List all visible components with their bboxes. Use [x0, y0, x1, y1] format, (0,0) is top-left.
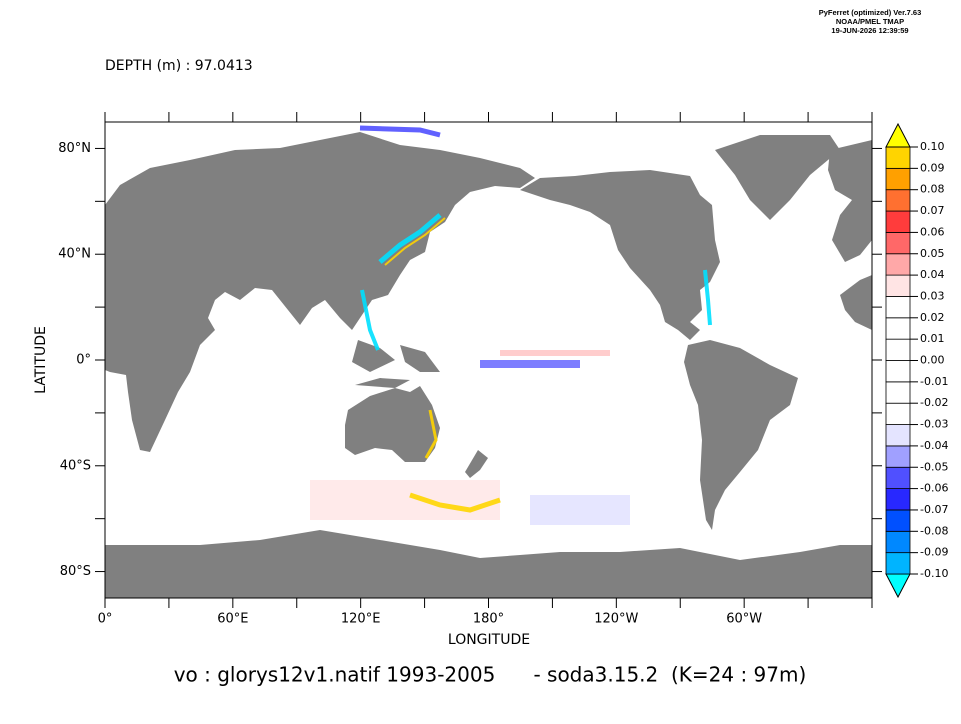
- equatorial-band: [500, 350, 610, 356]
- colorbar-label: 0.04: [920, 268, 945, 281]
- colorbar-label: 0.07: [920, 204, 945, 217]
- greenland: [715, 135, 840, 220]
- colorbar-label: 0.09: [920, 161, 945, 174]
- x-tick-label: 120°E: [341, 612, 381, 627]
- southern-band: [409, 492, 501, 513]
- africa-east: [840, 275, 872, 330]
- colorbar-label: 0.03: [920, 289, 945, 302]
- colorbar-box: [885, 210, 911, 233]
- colorbar-box: [885, 317, 911, 340]
- arctic-band: [359, 125, 441, 138]
- australia: [345, 386, 440, 462]
- eurasia-africa: [105, 132, 535, 452]
- colorbar-box: [885, 296, 911, 319]
- colorbar-label: 0.06: [920, 225, 945, 238]
- colorbar-box: [885, 253, 911, 276]
- current-band: [424, 409, 438, 459]
- southern-band: [530, 495, 630, 525]
- antarctica: [105, 530, 872, 598]
- colorbar-label: -0.09: [920, 546, 948, 559]
- current-band: [384, 217, 446, 266]
- colorbar-label: 0.10: [920, 140, 945, 153]
- new-zealand: [465, 450, 488, 478]
- colorbar-label: -0.01: [920, 375, 948, 388]
- anomaly-patches: [310, 125, 712, 525]
- colorbar-label: 0.01: [920, 332, 945, 345]
- colorbar-box: [885, 146, 911, 169]
- y-axis-label: LATITUDE: [33, 326, 49, 394]
- colorbar-label: -0.06: [920, 482, 948, 495]
- current-band: [378, 213, 442, 264]
- colorbar: -0.10 -0.09 -0.08 -0.07 -0.06 -0.05 -0.04 -0.03…: [885, 122, 948, 599]
- colorbar-box: [885, 424, 911, 447]
- north-america: [520, 170, 720, 340]
- eurasia-east: [828, 140, 872, 262]
- equatorial-band: [480, 360, 580, 368]
- x-axis-label: LONGITUDE: [448, 632, 530, 648]
- colorbar-label: -0.03: [920, 418, 948, 431]
- footer-title: vo : glorys12v1.natif 1993-2005 - soda3.…: [174, 663, 807, 687]
- x-tick-label: 0°: [98, 612, 113, 627]
- colorbar-label: -0.04: [920, 439, 948, 452]
- colorbar-box: [885, 189, 911, 212]
- colorbar-box: [885, 509, 911, 532]
- x-tick-label: 120°W: [594, 612, 638, 627]
- depth-label: DEPTH (m) : 97.0413: [105, 58, 253, 74]
- colorbar-box: [885, 488, 911, 511]
- colorbar-box: [885, 338, 911, 361]
- colorbar-box: [885, 274, 911, 297]
- current-band: [360, 289, 380, 351]
- y-tick-label: 40°S: [60, 458, 91, 473]
- sea-islands: [352, 340, 440, 388]
- colorbar-label: -0.08: [920, 524, 948, 537]
- colorbar-box: [885, 445, 911, 468]
- x-tick-label: 180°: [473, 612, 504, 627]
- land: [105, 132, 872, 598]
- current-band: [703, 269, 712, 326]
- x-tick-label: 60°W: [726, 612, 762, 627]
- y-tick-label: 80°S: [60, 564, 91, 579]
- header-line: 19-JUN-2026 12:39:59: [831, 26, 908, 35]
- colorbar-triangle: [885, 122, 911, 148]
- colorbar-box: [885, 381, 911, 404]
- colorbar-box: [885, 231, 911, 255]
- colorbar-label: 0.08: [920, 183, 945, 196]
- colorbar-box: [885, 530, 911, 554]
- colorbar-label: -0.05: [920, 460, 948, 473]
- colorbar-label: -0.10: [920, 567, 948, 580]
- colorbar-label: 0.00: [920, 354, 945, 367]
- colorbar-box: [885, 402, 911, 425]
- colorbar-label: 0.02: [920, 311, 945, 324]
- south-america: [684, 340, 798, 530]
- colorbar-box: [885, 167, 911, 191]
- y-tick-label: 0°: [76, 353, 91, 368]
- colorbar-label: 0.05: [920, 247, 945, 260]
- x-tick-label: 60°E: [217, 612, 248, 627]
- colorbar-box: [885, 552, 911, 575]
- colorbar-box: [885, 466, 911, 490]
- header-line: PyFerret (optimized) Ver.7.63: [819, 8, 922, 17]
- header-line: NOAA/PMEL TMAP: [836, 17, 904, 26]
- southern-band: [310, 480, 500, 520]
- y-tick-label: 40°N: [58, 247, 91, 262]
- y-tick-label: 80°N: [58, 141, 91, 156]
- colorbar-box: [885, 360, 911, 383]
- axes: 0° 60°E 120°E 180° 120°W 60°W 80°N 40°N 0° 40°S 80…: [58, 112, 882, 627]
- colorbar-label: -0.07: [920, 503, 948, 516]
- colorbar-label: -0.02: [920, 396, 948, 409]
